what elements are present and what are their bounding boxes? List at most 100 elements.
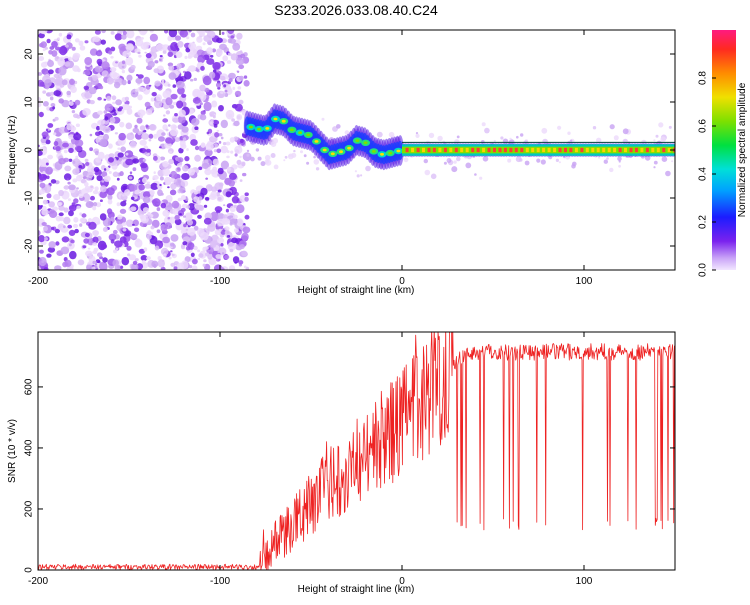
noise-blob	[239, 138, 244, 144]
speckle	[456, 156, 461, 162]
noise-blob	[167, 83, 171, 87]
noise-blob	[128, 176, 133, 180]
noise-blob	[40, 61, 48, 68]
noise-blob	[164, 30, 169, 34]
noise-blob	[159, 176, 164, 181]
noise-blob	[203, 204, 208, 208]
noise-blob	[61, 236, 70, 243]
tone-band-peak	[482, 147, 486, 153]
tone-band-peak	[580, 147, 584, 153]
noise-blob	[194, 154, 202, 162]
noise-blob	[103, 168, 107, 171]
noise-blob	[62, 261, 68, 268]
noise-blob	[92, 190, 99, 195]
noise-blob	[132, 158, 139, 164]
noise-blob	[200, 65, 205, 71]
noise-blob	[186, 205, 191, 209]
noise-blob	[146, 256, 151, 261]
noise-blob	[228, 113, 233, 118]
noise-blob	[84, 232, 90, 238]
noise-blob	[76, 187, 79, 190]
noise-blob	[132, 260, 138, 265]
noise-blob	[233, 228, 239, 233]
noise-blob	[195, 45, 203, 51]
noise-blob	[154, 80, 161, 87]
noise-blob	[47, 123, 54, 128]
noise-blob	[124, 96, 129, 101]
noise-blob	[139, 148, 143, 152]
noise-blob	[197, 54, 206, 64]
noise-blob	[140, 131, 144, 135]
noise-blob	[170, 252, 173, 255]
noise-blob	[38, 189, 46, 195]
noise-blob	[137, 94, 143, 101]
noise-blob	[171, 253, 175, 257]
noise-blob	[226, 235, 231, 238]
noise-blob	[219, 75, 226, 81]
noise-blob	[43, 267, 49, 270]
tone-band-peak	[629, 147, 633, 153]
colorbar-tick-label: 0.6	[698, 119, 709, 133]
speckle	[315, 167, 320, 171]
colorbar-ticks: 0.0 0.2 0.4 0.6 0.8	[698, 71, 716, 277]
noise-blob	[68, 134, 75, 140]
noise-blob	[199, 102, 203, 106]
noise-blob	[106, 107, 111, 111]
noise-blob	[149, 33, 158, 42]
noise-blob	[205, 184, 213, 192]
noise-blob	[90, 185, 94, 189]
noise-blob	[127, 253, 131, 257]
noise-blob	[84, 182, 89, 187]
noise-blob	[177, 157, 184, 163]
noise-blob	[66, 90, 71, 96]
noise-blob	[69, 250, 77, 260]
snr-xtick-label: 0	[399, 576, 405, 587]
noise-blob	[186, 227, 196, 236]
noise-blob	[149, 30, 154, 33]
noise-blob	[85, 250, 93, 257]
noise-blob	[170, 93, 178, 100]
noise-blob	[112, 229, 118, 235]
noise-blob	[57, 201, 63, 206]
noise-blob	[38, 32, 45, 39]
noise-blob	[158, 146, 162, 149]
noise-blob	[168, 124, 171, 127]
noise-blob	[95, 131, 101, 137]
noise-blob	[222, 214, 229, 219]
noise-blob	[97, 252, 103, 257]
tone-band-peak	[422, 147, 425, 153]
noise-blob	[141, 260, 146, 265]
noise-blob	[178, 109, 186, 118]
noise-blob	[134, 239, 143, 248]
noise-blob	[111, 95, 117, 101]
noise-blob	[97, 96, 102, 101]
noise-blob	[55, 241, 60, 246]
speckle	[520, 133, 524, 137]
noise-blob	[45, 166, 53, 175]
noise-blob	[236, 70, 240, 74]
noise-blob	[125, 158, 134, 166]
noise-blob	[200, 231, 209, 241]
noise-blob	[38, 235, 45, 243]
noise-blob	[231, 118, 236, 122]
noise-blob	[165, 137, 173, 144]
noise-blob	[106, 95, 112, 101]
tone-band-peak	[476, 147, 480, 153]
speckle	[606, 157, 609, 160]
noise-blob	[162, 118, 169, 123]
noise-blob	[94, 30, 101, 35]
spectrogram-ytick-label: 0	[24, 147, 35, 153]
noise-blob	[211, 94, 217, 98]
speckle	[665, 170, 671, 177]
tone-band-peak	[443, 147, 447, 153]
noise-blob	[227, 52, 232, 56]
tone-band-peak	[536, 147, 540, 153]
noise-blob	[38, 97, 42, 102]
speckle	[430, 173, 437, 180]
noise-blob	[58, 98, 64, 104]
noise-blob	[79, 223, 83, 227]
noise-blob	[155, 94, 162, 102]
ridge-peak-center	[347, 146, 352, 150]
tone-band-peak	[493, 147, 496, 153]
